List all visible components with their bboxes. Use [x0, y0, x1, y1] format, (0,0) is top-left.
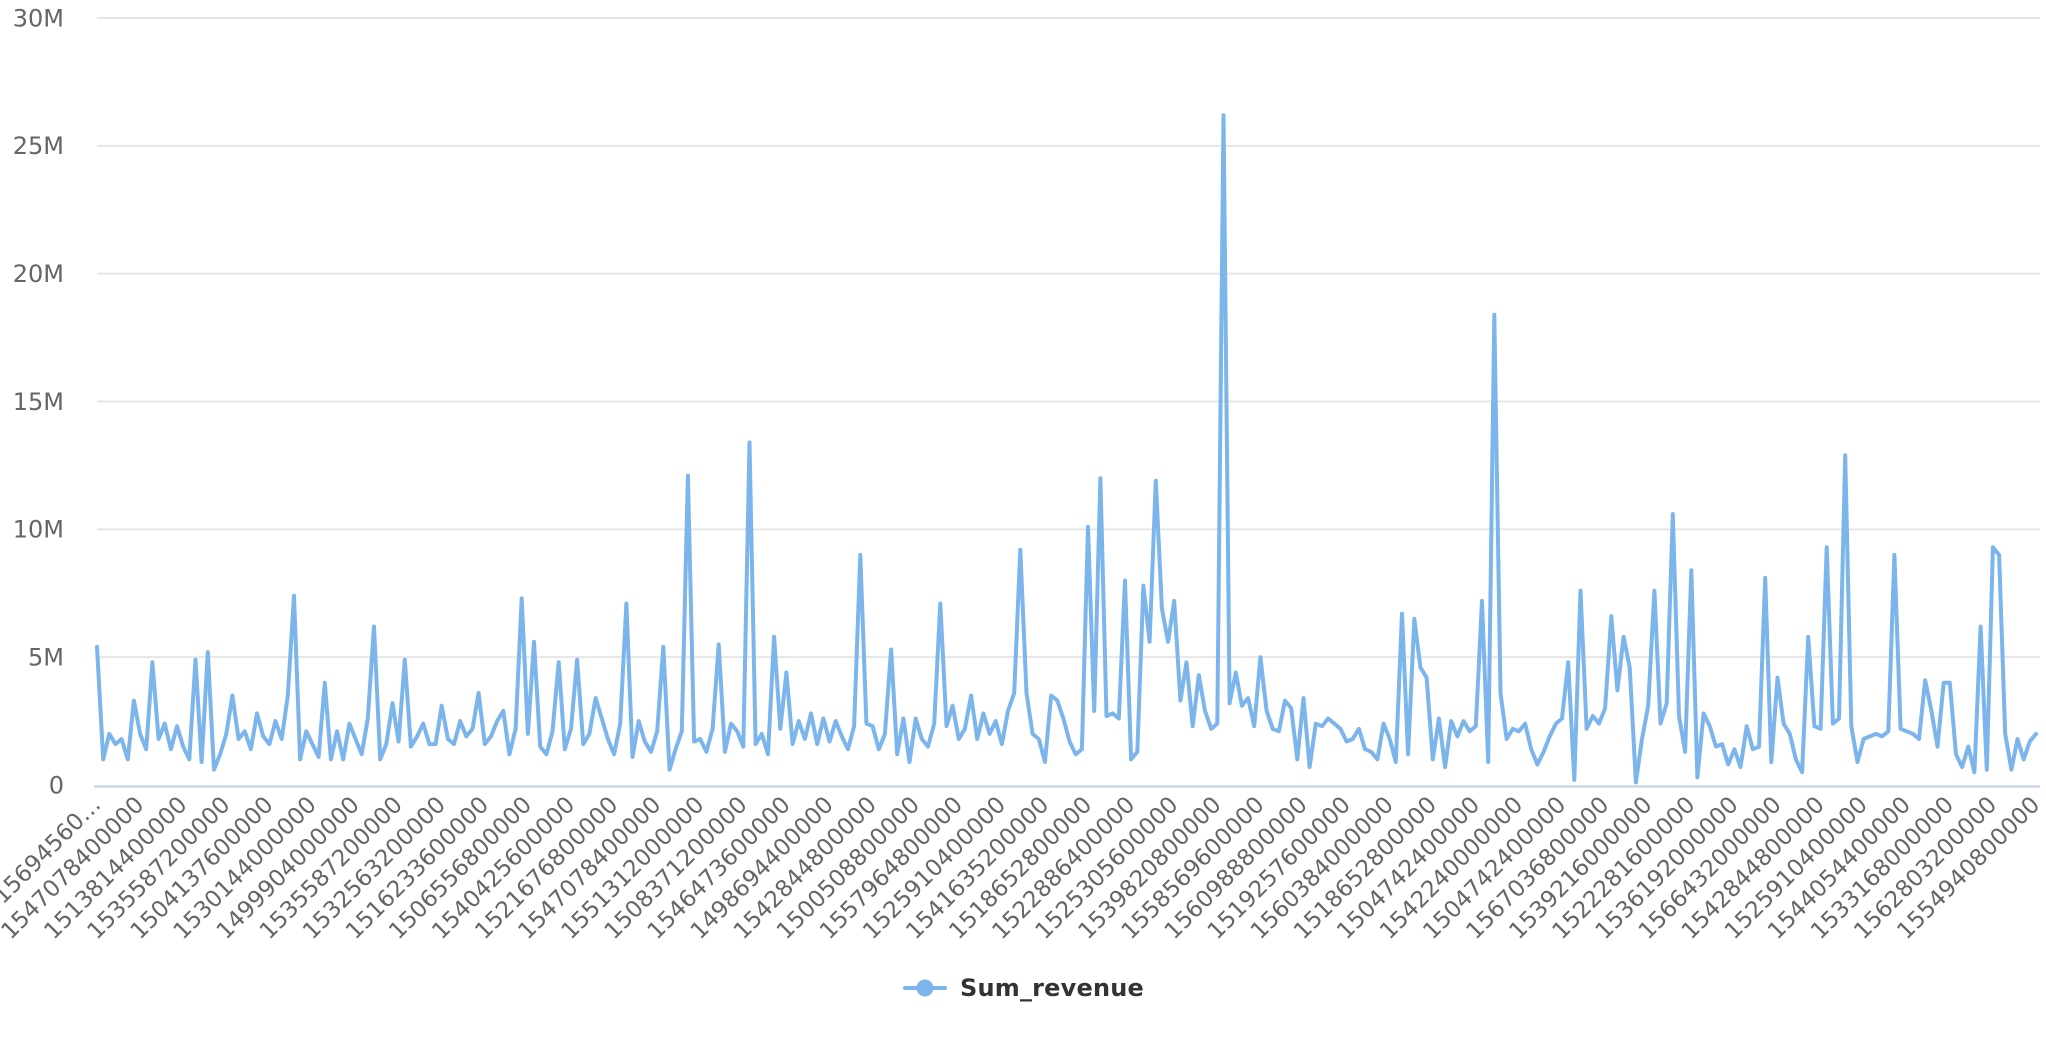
y-axis-label: 10M: [13, 516, 64, 544]
series-marker-icon: [902, 979, 947, 997]
y-axis-label: 5M: [28, 644, 64, 672]
y-axis-label: 25M: [13, 132, 64, 160]
legend: Sum_revenue: [902, 974, 1144, 1002]
series-line-sum-revenue: [95, 113, 2038, 785]
y-axis-label: 20M: [13, 260, 64, 288]
y-axis-label: 0: [49, 771, 64, 799]
y-axis-label: 15M: [13, 388, 64, 416]
legend-label: Sum_revenue: [959, 974, 1145, 1002]
y-axis-label: 30M: [13, 4, 64, 32]
legend-item-sum-revenue[interactable]: Sum_revenue: [902, 974, 1144, 1002]
